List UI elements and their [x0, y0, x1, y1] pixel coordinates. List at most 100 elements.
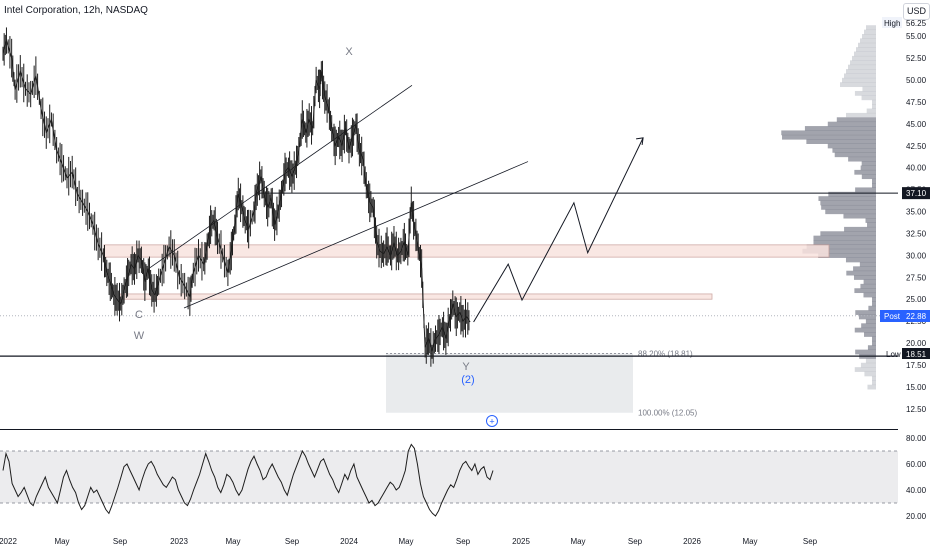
volume-bar [865, 318, 876, 324]
volume-bar [860, 283, 876, 289]
price-tick-label: 25.00 [906, 295, 927, 304]
time-tick-label: May [398, 537, 413, 546]
volume-bar [863, 279, 876, 285]
price-tick-label: 30.00 [906, 251, 927, 260]
volume-bar [821, 204, 876, 210]
wave-labels: X CW Y(2) [134, 46, 475, 386]
volume-bar [865, 218, 876, 223]
zone-lower [119, 293, 713, 300]
volume-bar [872, 336, 876, 342]
post-tag [880, 310, 902, 322]
price-tick-label: 35.00 [906, 208, 927, 217]
volume-bar [818, 253, 876, 258]
volume-bar [853, 266, 876, 272]
time-tick-label: Sep [456, 537, 471, 546]
volume-bar [828, 191, 876, 197]
price-tick-label: 47.50 [906, 98, 927, 107]
price-tick-label: 12.50 [906, 405, 927, 414]
projection-arrowhead [636, 137, 644, 145]
volume-bar [858, 42, 876, 48]
rsi-pane: 20.00 40.00 60.00 80.00 [0, 429, 927, 521]
wave-label-2: (2) [461, 374, 474, 386]
volume-bar [825, 209, 876, 215]
price-tick-label: 40.00 [906, 164, 927, 173]
volume-bar [836, 117, 876, 123]
volume-bar [858, 314, 876, 320]
volume-bar [867, 345, 876, 351]
volume-bar [861, 161, 876, 166]
volume-bar [834, 152, 876, 158]
fib-label-88: 88.20% (18.81) [638, 349, 693, 358]
current-price: 22.88 [906, 312, 927, 321]
volume-bar [854, 169, 876, 175]
time-tick-label: May [742, 537, 757, 546]
volume-bar [846, 112, 876, 118]
low-label: Low [886, 350, 901, 359]
projection-line [473, 137, 644, 323]
volume-bar [864, 332, 876, 337]
price-tick-label: 52.50 [906, 54, 927, 63]
rsi-tick-label: 40.00 [906, 486, 927, 495]
volume-bar [861, 323, 876, 329]
volume-bar [860, 362, 876, 368]
add-icon-glyph: + [489, 417, 494, 427]
high-value: 56.25 [906, 19, 927, 28]
fib-label-100: 100.00% (12.05) [638, 409, 697, 418]
time-tick-label: 2023 [170, 537, 188, 546]
volume-bar [844, 226, 876, 232]
volume-bar [872, 104, 876, 109]
volume-bar [872, 99, 876, 105]
zone-upper [103, 244, 830, 258]
rsi-band [0, 451, 898, 503]
volume-bar [820, 231, 876, 237]
volume-bar [855, 310, 876, 315]
time-tick-label: 2026 [683, 537, 701, 546]
high-tag [882, 17, 902, 28]
volume-bar [852, 55, 876, 61]
price-tick-label: 17.50 [906, 361, 927, 370]
wave-label-y: Y [462, 361, 470, 373]
volume-bar [854, 367, 876, 372]
post-label: Post [884, 312, 901, 321]
resistance-value: 37.10 [906, 189, 927, 198]
volume-bar [842, 77, 876, 83]
add-indicator-button[interactable]: + [486, 415, 498, 427]
volume-bar [782, 134, 876, 140]
volume-bar [827, 143, 876, 149]
trend-lines [0, 84, 898, 357]
time-tick-label: May [225, 537, 240, 546]
volume-bar [860, 165, 876, 171]
volume-bar [848, 64, 876, 70]
volume-bar [861, 95, 876, 101]
volume-profile [781, 25, 876, 390]
volume-bar [872, 340, 876, 346]
time-tick-label: 2024 [340, 537, 358, 546]
price-tag [902, 310, 930, 322]
volume-bar [872, 178, 876, 184]
add-icon [486, 415, 498, 427]
volume-bar [840, 82, 876, 88]
volume-bar [813, 240, 876, 245]
time-axis: 2022 May Sep 2023 May Sep 2024 May Sep 2025 May Sep… [0, 537, 818, 546]
volume-bar [872, 183, 876, 188]
fibonacci-extension: 88.20% (18.81) 100.00% (12.05) [386, 349, 697, 418]
price-tick-label: 15.00 [906, 383, 927, 392]
volume-bar [872, 301, 876, 307]
volume-bar [846, 270, 876, 276]
currency-button[interactable]: USD [903, 3, 930, 20]
volume-bar [846, 69, 876, 74]
time-tick-label: Sep [285, 537, 300, 546]
volume-bar [867, 222, 876, 228]
time-tick-label: May [570, 537, 585, 546]
time-tick-label: 2022 [0, 537, 17, 546]
volume-bar [820, 200, 876, 206]
volume-bar [806, 244, 876, 250]
volume-bar [864, 29, 876, 35]
wave-label-x: X [345, 46, 353, 58]
volume-bar [865, 358, 876, 364]
volume-bar [853, 275, 876, 280]
price-tick-label: 27.50 [906, 273, 927, 282]
chart-title: Intel Corporation, 12h, NASDAQ [4, 5, 148, 16]
volume-bar [866, 25, 876, 31]
